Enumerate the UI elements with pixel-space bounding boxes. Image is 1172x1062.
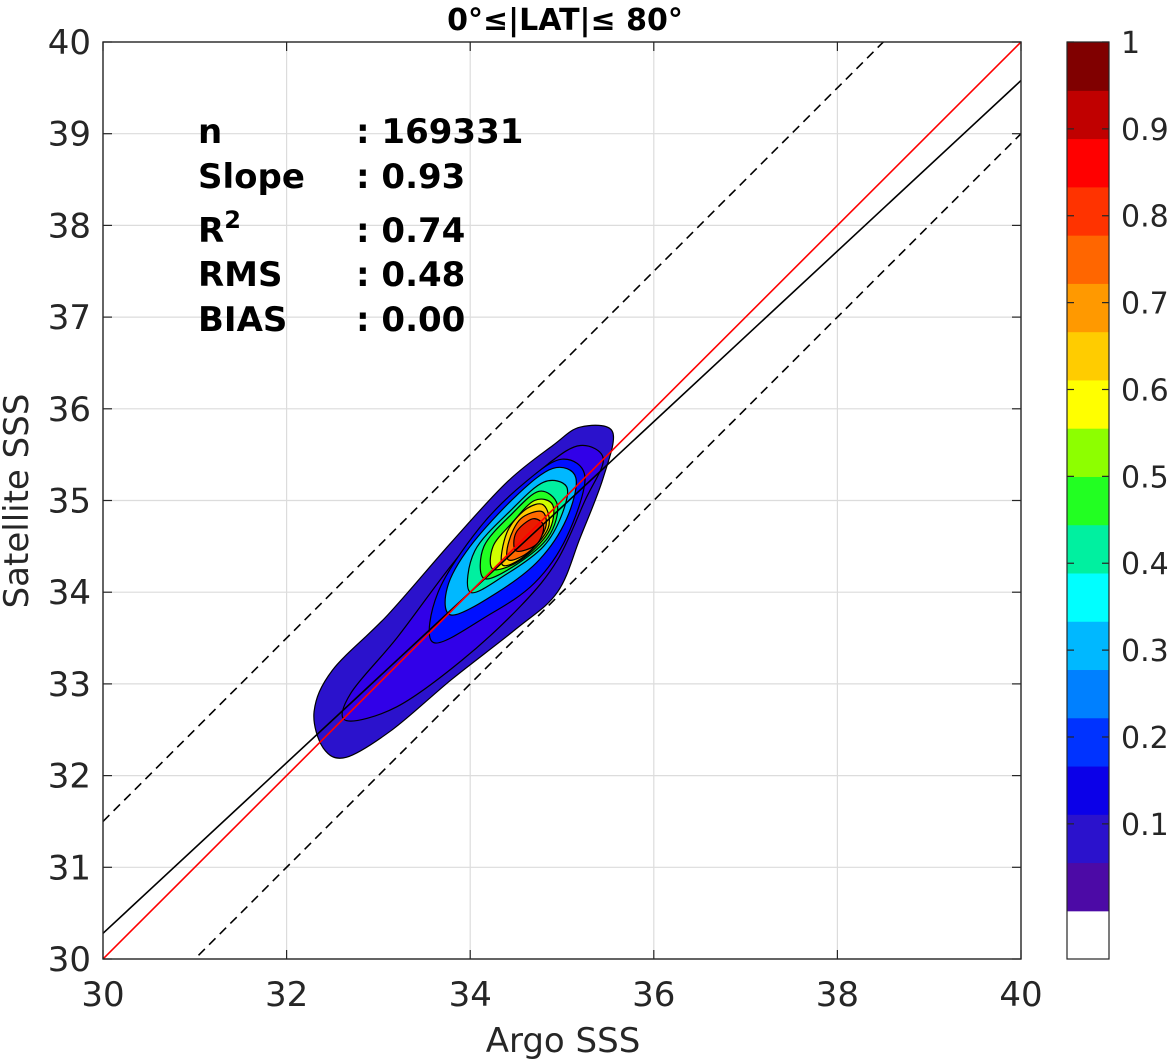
colorbar-tick-label: 0.2 bbox=[1121, 721, 1169, 756]
colorbar-tick-label: 0.1 bbox=[1121, 808, 1169, 843]
colorbar-frame bbox=[1066, 41, 1110, 960]
colorbar-segment bbox=[1067, 717, 1109, 767]
x-tick-label: 38 bbox=[816, 975, 859, 1015]
colorbar-tick-label: 0.7 bbox=[1121, 287, 1169, 322]
y-tick-label: 36 bbox=[48, 390, 91, 430]
stat-label: RMS bbox=[198, 255, 283, 295]
colorbar-segment bbox=[1067, 814, 1109, 864]
reference-lines bbox=[103, 42, 1021, 959]
colorbar-tick-label: 0.8 bbox=[1121, 200, 1169, 235]
colorbar-tick-label: 1 bbox=[1121, 26, 1140, 61]
x-tick-label: 32 bbox=[265, 975, 308, 1015]
chart-title: 0°≤|LAT|≤ 80° bbox=[447, 3, 683, 38]
colorbar-segment bbox=[1067, 235, 1109, 284]
colorbar-segment bbox=[1067, 765, 1109, 815]
stat-label: BIAS bbox=[198, 300, 287, 340]
y-tick-label: 35 bbox=[48, 482, 91, 522]
colorbar-tick-label: 0.5 bbox=[1121, 460, 1169, 495]
colorbar: 0.1 0.2 0.3 0.4 0.5 0.6 0.7 0.8 0.9 1 bbox=[1066, 26, 1169, 960]
stat-value: : 0.74 bbox=[356, 211, 465, 251]
one-to-one-line bbox=[103, 42, 1021, 959]
y-axis-label: Satellite SSS bbox=[0, 394, 37, 609]
colorbar-segment bbox=[1067, 910, 1109, 960]
x-tick-label: 40 bbox=[999, 975, 1042, 1015]
y-tick-label: 40 bbox=[48, 23, 91, 63]
density-contours bbox=[313, 424, 615, 759]
stat-value: : 169331 bbox=[356, 112, 523, 152]
colorbar-segment bbox=[1067, 283, 1109, 333]
colorbar-segment bbox=[1067, 90, 1109, 140]
stat-value: : 0.00 bbox=[356, 300, 465, 340]
stat-value: : 0.48 bbox=[356, 255, 465, 295]
colorbar-segment bbox=[1067, 524, 1109, 574]
y-tick-label: 33 bbox=[48, 665, 91, 705]
stat-label-superscript: 2 bbox=[224, 206, 241, 234]
colorbar-segment bbox=[1067, 186, 1109, 236]
colorbar-segment bbox=[1067, 138, 1109, 188]
colorbar-segment bbox=[1067, 428, 1109, 477]
x-axis-label: Argo SSS bbox=[486, 1021, 641, 1061]
y-tick-label: 34 bbox=[48, 573, 91, 613]
x-tick-label: 36 bbox=[632, 975, 675, 1015]
y-tick-label: 31 bbox=[48, 848, 91, 888]
colorbar-segment bbox=[1067, 379, 1109, 429]
stat-value: : 0.93 bbox=[356, 157, 465, 197]
colorbar-segment bbox=[1067, 476, 1109, 526]
colorbar-segment bbox=[1067, 331, 1109, 381]
stat-label: R2 bbox=[198, 206, 241, 251]
y-tick-label: 37 bbox=[48, 298, 91, 338]
y-tick-label: 38 bbox=[48, 206, 91, 246]
y-tick-label: 30 bbox=[48, 940, 91, 980]
statistics-box: n : 169331 Slope : 0.93 R2 : 0.74 RMS : 0.48 BIA… bbox=[198, 112, 523, 340]
y-tick-label: 32 bbox=[48, 757, 91, 797]
colorbar-segment bbox=[1067, 572, 1109, 622]
colorbar-tick-label: 0.4 bbox=[1121, 547, 1169, 582]
y-tick-label: 39 bbox=[48, 115, 91, 155]
stat-label: n bbox=[198, 112, 222, 152]
upper-bound-line bbox=[103, 42, 885, 823]
fit-line bbox=[103, 79, 1021, 934]
colorbar-segment bbox=[1067, 862, 1109, 912]
lower-bound-line bbox=[193, 133, 1021, 959]
colorbar-tick-label: 0.3 bbox=[1121, 634, 1169, 669]
colorbar-tick-label: 0.6 bbox=[1121, 373, 1169, 408]
x-tick-label: 30 bbox=[81, 975, 124, 1015]
x-tick-label: 34 bbox=[449, 975, 492, 1015]
colorbar-segment bbox=[1067, 621, 1109, 671]
colorbar-segment bbox=[1067, 42, 1109, 91]
stat-label: Slope bbox=[198, 157, 305, 197]
colorbar-tick-label: 0.9 bbox=[1121, 113, 1169, 148]
colorbar-segment bbox=[1067, 669, 1109, 719]
axes: 30 32 34 36 38 40 30 31 32 33 34 35 36 37 38 39 40 bbox=[48, 23, 1043, 1015]
